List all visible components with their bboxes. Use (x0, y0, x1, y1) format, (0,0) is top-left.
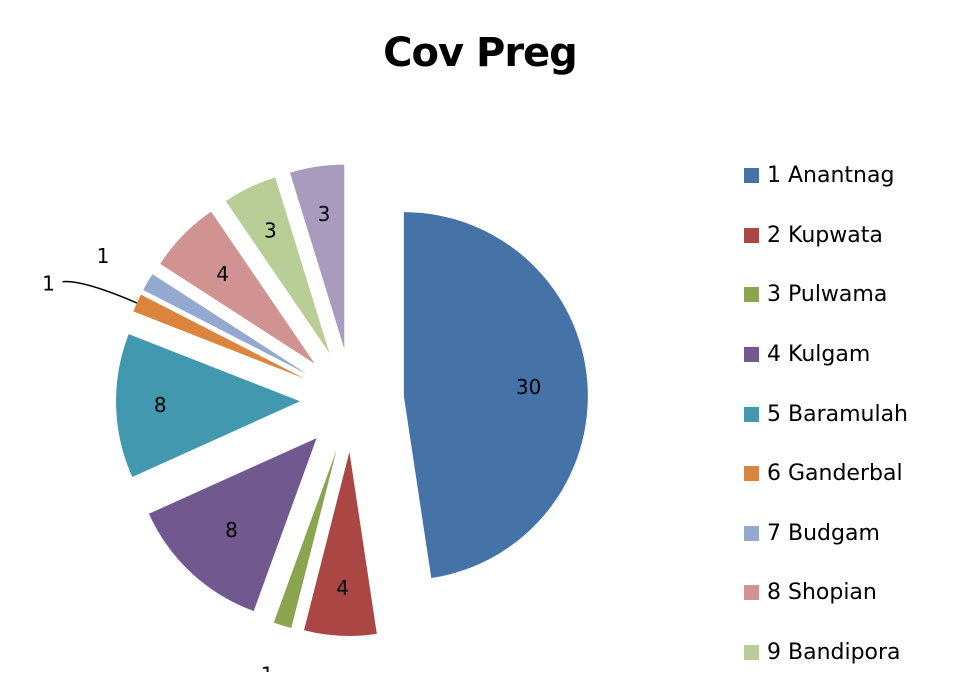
legend-swatch (744, 645, 759, 661)
pie-slice-10 (290, 164, 345, 349)
pie-slice-1 (403, 212, 588, 579)
legend: 1 Anantnag 2 Kupwata 3 Pulwama 4 Kulgam 5 Ba… (744, 146, 908, 682)
pie-slice-8 (160, 211, 315, 364)
legend-item-9: 9 Bandipora (744, 623, 908, 682)
data-label-9: 3 (264, 218, 277, 242)
data-label-3: 1 (261, 663, 274, 672)
legend-item-1: 1 Anantnag (744, 146, 908, 206)
data-label-7: 1 (97, 244, 110, 268)
data-label-1: 30 (516, 375, 541, 399)
legend-swatch (744, 227, 759, 243)
leader-line (62, 280, 138, 304)
legend-label: 9 Bandipora (767, 640, 901, 666)
pie-slice-2 (304, 451, 377, 636)
legend-item-3: 3 Pulwama (744, 265, 908, 325)
legend-item-2: 2 Kupwata (744, 206, 908, 266)
legend-item-4: 4 Kulgam (744, 325, 908, 385)
legend-label: 5 Baramulah (767, 401, 909, 427)
chart-title: Cov Preg (383, 30, 578, 76)
data-label-2: 4 (336, 576, 349, 600)
legend-swatch (744, 585, 759, 601)
legend-swatch (744, 287, 759, 303)
legend-label: 4 Kulgam (767, 342, 871, 368)
legend-item-6: 6 Ganderbal (744, 444, 908, 504)
legend-swatch (744, 168, 759, 184)
pie-slice-7 (143, 274, 307, 374)
data-label-6: 1 (42, 272, 55, 296)
legend-item-5: 5 Baramulah (744, 384, 908, 444)
legend-label: 6 Ganderbal (767, 461, 903, 487)
legend-item-7: 7 Budgam (744, 504, 908, 564)
data-label-10: 3 (318, 202, 331, 226)
legend-item-8: 8 Shopian (744, 563, 908, 623)
data-label-8: 4 (216, 262, 229, 286)
legend-label: 3 Pulwama (767, 282, 888, 308)
legend-label: 1 Anantnag (767, 163, 895, 189)
pie-slice-6 (133, 294, 305, 379)
legend-swatch (744, 525, 759, 541)
legend-label: 7 Budgam (767, 520, 880, 546)
legend-label: 8 Shopian (767, 580, 877, 606)
legend-swatch (744, 406, 759, 422)
pie-slice-4 (148, 438, 317, 612)
legend-swatch (744, 466, 759, 482)
data-label-4: 8 (225, 518, 238, 542)
legend-label: 2 Kupwata (767, 222, 883, 248)
legend-swatch (744, 347, 759, 363)
pie-slice-5 (116, 334, 301, 477)
pie-slice-9 (225, 177, 330, 354)
pie-slice-3 (273, 449, 337, 628)
data-label-5: 8 (154, 393, 167, 417)
